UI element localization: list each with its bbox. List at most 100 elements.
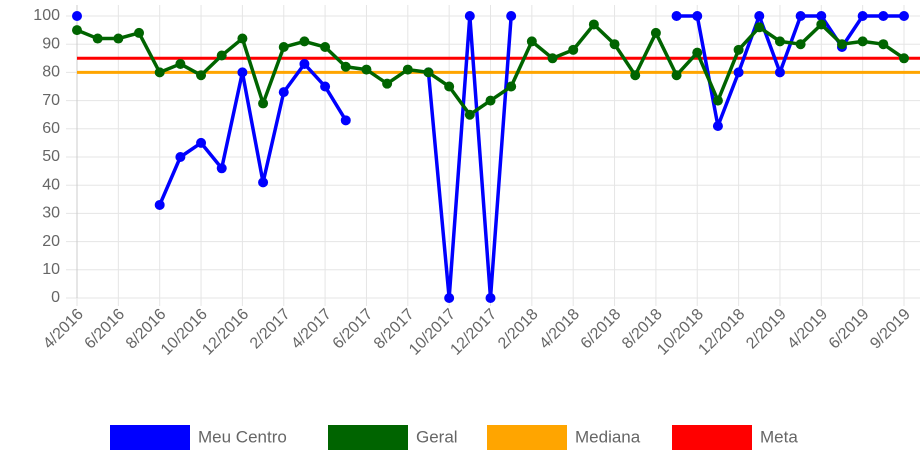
data-point — [899, 53, 909, 64]
data-point — [816, 11, 827, 21]
data-point — [237, 67, 248, 78]
data-point — [361, 64, 372, 75]
x-tick-label: 6/2018 — [578, 306, 625, 353]
x-tick-label: 6/2019 — [826, 306, 873, 353]
x-tick-label: 6/2017 — [330, 306, 377, 353]
data-point — [506, 81, 517, 92]
legend-label: Meta — [760, 427, 798, 446]
data-point — [774, 36, 785, 47]
data-point — [72, 25, 82, 36]
data-point — [402, 64, 413, 75]
data-point — [216, 50, 227, 61]
x-tick-label: 4/2016 — [40, 306, 87, 353]
data-point — [588, 19, 599, 30]
data-point — [795, 11, 806, 21]
x-tick-label: 9/2019 — [867, 306, 914, 353]
data-point — [754, 11, 765, 21]
data-point — [134, 27, 145, 38]
data-point — [299, 36, 310, 47]
y-tick-label: 10 — [42, 261, 60, 278]
y-tick-label: 20 — [42, 233, 60, 250]
y-tick-label: 100 — [33, 7, 60, 24]
data-point — [754, 22, 765, 33]
data-point — [258, 98, 269, 109]
y-tick-label: 60 — [42, 120, 60, 137]
x-tick-label: 12/2017 — [447, 306, 500, 359]
data-point — [444, 293, 455, 303]
data-point — [630, 70, 641, 81]
legend-label: Geral — [416, 427, 458, 446]
legend-swatch — [487, 425, 567, 450]
data-point — [278, 42, 289, 53]
x-tick-label: 6/2016 — [82, 306, 129, 353]
data-point — [733, 67, 744, 78]
data-point — [216, 163, 227, 174]
y-tick-label: 90 — [42, 35, 60, 52]
data-point — [526, 36, 537, 47]
x-tick-label: 4/2017 — [288, 306, 335, 353]
y-tick-label: 0 — [51, 289, 60, 306]
data-point — [878, 39, 889, 50]
data-point — [712, 120, 723, 131]
y-tick-label: 70 — [42, 92, 60, 109]
data-point — [692, 47, 703, 58]
data-point — [878, 11, 889, 21]
data-point — [340, 61, 351, 72]
data-point — [320, 81, 331, 92]
data-point — [92, 33, 103, 44]
data-point — [485, 293, 496, 303]
x-tick-label: 4/2019 — [784, 306, 831, 353]
x-tick-label: 4/2018 — [536, 306, 583, 353]
data-point — [423, 67, 434, 78]
data-point — [485, 95, 496, 106]
x-tick-label: 2/2019 — [743, 306, 790, 353]
legend-swatch — [110, 425, 190, 450]
data-point — [547, 53, 558, 64]
data-point — [113, 33, 124, 44]
legend-label: Mediana — [575, 427, 641, 446]
data-point — [154, 199, 165, 210]
data-point — [464, 11, 475, 21]
y-tick-label: 40 — [42, 176, 60, 193]
data-point — [382, 78, 393, 89]
x-tick-label: 12/2018 — [695, 306, 748, 359]
data-point — [340, 115, 351, 126]
data-point — [609, 39, 620, 50]
data-point — [568, 44, 579, 55]
legend-label: Meu Centro — [198, 427, 287, 446]
data-point — [774, 67, 785, 78]
y-tick-label: 50 — [42, 148, 60, 165]
data-point — [196, 137, 207, 148]
data-point — [712, 95, 723, 106]
data-point — [278, 87, 289, 98]
data-point — [320, 42, 331, 53]
data-point — [671, 70, 682, 81]
data-point — [175, 58, 186, 69]
data-point — [175, 152, 186, 162]
data-point — [237, 33, 248, 44]
data-point — [72, 11, 82, 21]
data-point — [836, 39, 847, 50]
data-point — [692, 11, 703, 21]
data-point — [899, 11, 909, 21]
data-point — [733, 44, 744, 55]
data-point — [154, 67, 165, 78]
y-tick-label: 30 — [42, 205, 60, 222]
data-point — [299, 58, 310, 69]
data-point — [795, 39, 806, 50]
data-point — [857, 36, 868, 47]
legend-swatch — [672, 425, 752, 450]
x-tick-label: 2/2017 — [247, 306, 294, 353]
data-point — [444, 81, 455, 92]
legend-swatch — [328, 425, 408, 450]
data-point — [857, 11, 868, 21]
data-point — [258, 177, 269, 188]
data-point — [196, 70, 207, 81]
data-point — [506, 11, 517, 21]
data-point — [464, 109, 475, 120]
x-tick-label: 12/2016 — [199, 306, 252, 359]
data-point — [650, 27, 661, 38]
data-point — [816, 19, 827, 30]
data-point — [671, 11, 682, 21]
